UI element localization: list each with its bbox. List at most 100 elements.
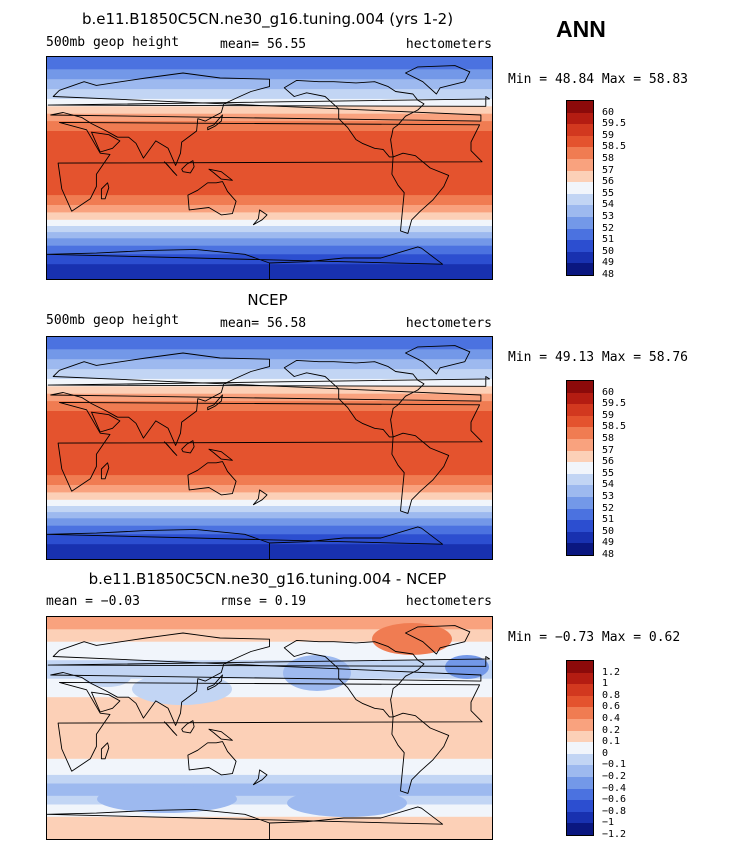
coastline: [100, 182, 110, 200]
coastline: [283, 639, 425, 718]
colorbar-swatch: [567, 392, 593, 405]
colorbar-swatch: [567, 753, 593, 766]
anomaly-blob: [83, 667, 131, 687]
colorbar-label: −0.2: [602, 771, 627, 782]
colorbar-label: −0.4: [602, 782, 627, 794]
colorbar-swatch: [567, 765, 593, 778]
coastline: [391, 712, 450, 794]
colorbar-label: 54: [602, 199, 615, 211]
colorbar-label: 54: [602, 479, 615, 491]
colorbar-swatch: [567, 439, 593, 452]
colorbar-swatch: [567, 707, 593, 720]
colorbar-label: 57: [602, 164, 615, 176]
panel-1-units-label: hectometers: [405, 37, 492, 52]
coastline: [187, 741, 237, 776]
colorbar-swatch: [567, 543, 593, 556]
coastline: [50, 632, 482, 726]
map-canvas: [47, 617, 492, 839]
coastline: [163, 441, 178, 456]
colorbar-label: 59: [602, 129, 615, 141]
contour-band: [47, 121, 492, 132]
colorbar-swatch: [567, 404, 593, 417]
coastline: [283, 79, 425, 158]
panel-2-units-label: hectometers: [405, 316, 492, 331]
colorbar-label: 0: [602, 747, 609, 759]
contour-band: [47, 401, 492, 412]
colorbar-swatch: [567, 240, 593, 253]
coastline: [47, 246, 444, 279]
coastline: [181, 720, 195, 734]
contour-band: [47, 106, 492, 115]
colorbar-swatch: [567, 170, 593, 183]
colorbar-label: 58.5: [602, 421, 627, 433]
coastline: [181, 160, 195, 174]
colorbar-label: 58: [602, 153, 615, 164]
colorbar-swatch: [567, 473, 593, 486]
colorbar-swatch: [567, 427, 593, 440]
colorbar-label: −0.8: [602, 805, 627, 817]
colorbar-box: [566, 380, 594, 556]
contour-band: [47, 499, 492, 507]
coastline: [100, 462, 110, 480]
contour-band: [47, 617, 492, 630]
anomaly-blob: [97, 785, 237, 813]
contour-band: [47, 57, 492, 70]
colorbar-label: −0.1: [602, 759, 627, 771]
contour-band: [47, 795, 492, 805]
colorbar-swatch: [567, 251, 593, 264]
coastline: [57, 401, 483, 492]
season-label: ANN: [556, 16, 606, 42]
panel-3-map: [46, 616, 493, 840]
colorbar-label: 50: [602, 525, 615, 537]
anomaly-blob: [445, 655, 489, 679]
contour-band: [47, 205, 492, 213]
colorbar-swatch: [567, 695, 593, 708]
coastline: [207, 394, 223, 411]
coastline: [391, 152, 450, 234]
colorbar-label: 0.8: [602, 689, 621, 701]
coastline: [405, 625, 471, 655]
panel-3-mean-label: mean = −0.03: [46, 594, 140, 609]
contour-band: [47, 525, 492, 535]
panel-1-colorbar: 60 59.5 59 58.5 58 57 56 55 54 53 52 51 50 49 48: [566, 100, 656, 280]
anomaly-blob: [132, 673, 232, 705]
coastline: [91, 131, 121, 153]
colorbar-label: 51: [602, 234, 615, 246]
colorbar-label: 60: [602, 106, 615, 118]
colorbar-swatch: [567, 228, 593, 241]
panel-1-mean-label: mean= 56.55: [220, 37, 307, 52]
contour-band: [47, 337, 492, 350]
colorbar-label: 52: [602, 502, 615, 514]
colorbar-swatch: [567, 193, 593, 206]
coastline: [208, 168, 233, 181]
colorbar-label: 53: [602, 491, 615, 502]
colorbar-label: 55: [602, 467, 615, 479]
coastline: [47, 526, 444, 559]
colorbar-label: 0.4: [602, 713, 621, 724]
colorbar-box: [566, 660, 594, 836]
colorbar-label: 52: [602, 222, 615, 234]
map-canvas: [47, 57, 492, 279]
coastline: [47, 806, 444, 839]
colorbar-label: 1.2: [602, 666, 621, 678]
coastline: [163, 161, 178, 176]
panel-1-title: b.e11.B1850C5CN.ne30_g16.tuning.004 (yrs…: [81, 10, 454, 28]
contour-band: [47, 512, 492, 519]
panel-2-variable-label: 500mb geop height: [46, 313, 180, 328]
colorbar-swatch: [567, 450, 593, 463]
colorbar-label: −1.2: [602, 829, 627, 840]
colorbar-swatch: [567, 135, 593, 148]
colorbar-swatch: [567, 147, 593, 160]
contour-band: [47, 518, 492, 527]
colorbar-swatch: [567, 462, 593, 475]
colorbar-label: 59: [602, 409, 615, 421]
panel-3-rmse-label: rmse = 0.19: [220, 594, 307, 609]
colorbar-swatch: [567, 485, 593, 498]
colorbar-label: 58: [602, 433, 615, 444]
colorbar-label: 0.2: [602, 724, 621, 736]
coastline: [91, 411, 121, 433]
colorbar-label: 48: [602, 269, 615, 280]
coastline: [91, 691, 121, 713]
colorbar-label: 59.5: [602, 118, 627, 130]
colorbar-swatch: [567, 531, 593, 544]
